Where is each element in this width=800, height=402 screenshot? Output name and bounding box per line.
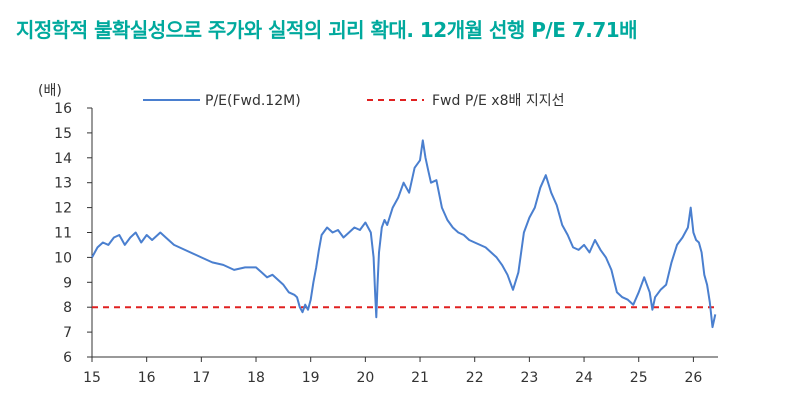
legend-label-support: Fwd P/E x8배 지지선: [432, 93, 564, 109]
y-axis-unit-label: (배): [38, 83, 62, 99]
x-tick-label: 15: [83, 370, 101, 386]
legend: P/E(Fwd.12M) Fwd P/E x8배 지지선: [143, 93, 564, 109]
x-tick-label: 21: [411, 370, 429, 386]
y-tick-label: 7: [63, 325, 72, 341]
y-tick-label: 11: [54, 226, 72, 242]
y-tick-label: 16: [54, 101, 72, 117]
x-tick-label: 16: [138, 370, 156, 386]
y-tick-label: 13: [54, 176, 72, 192]
plot-area: [91, 139, 718, 329]
legend-label-pe: P/E(Fwd.12M): [205, 93, 301, 109]
pe-series-line: [91, 139, 717, 329]
y-tick-label: 9: [63, 275, 72, 291]
chart-title: 지정학적 불확실성으로 주가와 실적의 괴리 확대. 12개월 선행 P/E 7…: [16, 18, 638, 42]
y-tick-label: 6: [63, 350, 72, 366]
x-tick-label: 25: [630, 370, 648, 386]
x-tick-label: 17: [192, 370, 210, 386]
y-axis: 6 7 8 9 10 11 12 13 14 15 16: [54, 101, 93, 366]
y-tick-label: 15: [54, 126, 72, 142]
x-tick-label: 26: [684, 370, 702, 386]
y-tick-label: 8: [63, 300, 72, 316]
x-tick-label: 18: [247, 370, 265, 386]
x-tick-label: 22: [466, 370, 484, 386]
x-tick-label: 23: [520, 370, 538, 386]
y-tick-label: 14: [54, 151, 72, 167]
y-tick-label: 10: [54, 250, 72, 266]
x-tick-label: 24: [575, 370, 593, 386]
x-axis: 15 16 17 18 19 20 21 22 23 24 25 26: [83, 356, 718, 386]
y-tick-label: 12: [54, 201, 72, 217]
x-tick-label: 19: [302, 370, 320, 386]
x-tick-label: 20: [356, 370, 374, 386]
